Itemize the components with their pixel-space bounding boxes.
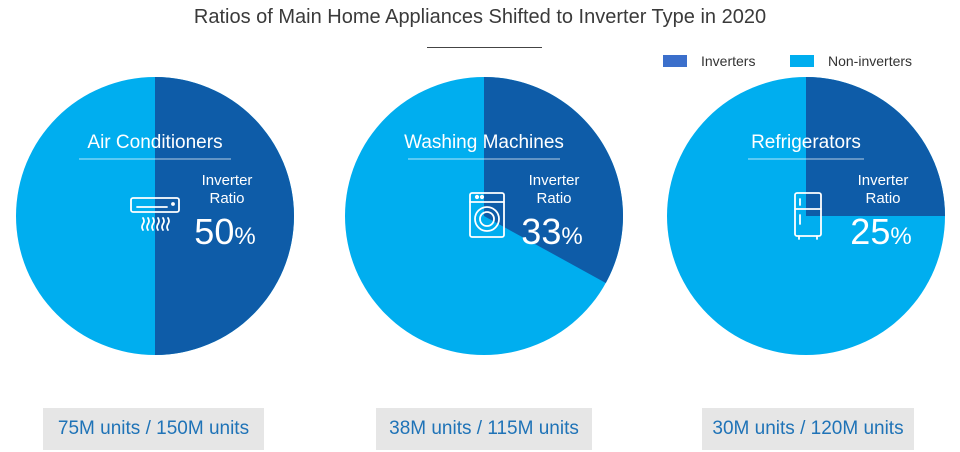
washing-machine-icon [469, 192, 505, 238]
units-caption-air-conditioners: 75M units / 150M units [43, 408, 264, 450]
chart-title: Ratios of Main Home Appliances Shifted t… [193, 6, 767, 28]
pie-slice-inverters [155, 77, 294, 355]
inverter-percent-value: 33% [521, 211, 582, 252]
inverter-ratio-label: Inverter Ratio [858, 172, 909, 207]
legend-item-inverters: Inverters [663, 53, 755, 69]
pie-group-air-conditioners: Air Conditioners Inverter Ratio 50% [16, 77, 294, 355]
title-underline [427, 47, 542, 48]
inverter-ratio-label: Inverter Ratio [202, 172, 253, 207]
pie-slice-inverters [806, 77, 945, 216]
units-caption-refrigerators: 30M units / 120M units [702, 408, 914, 450]
legend-label-non-inverters: Non-inverters [828, 53, 913, 69]
units-caption-washing-machines: 38M units / 115M units [376, 408, 592, 450]
air-conditioner-icon [130, 197, 180, 231]
pie-name-label: Refrigerators [751, 132, 861, 153]
pie-group-washing-machines: Washing Machines Inverter Ratio 33% [345, 77, 624, 355]
legend-label-inverters: Inverters [701, 53, 756, 69]
legend-swatch-non-inverters [790, 55, 814, 67]
inverter-ratio-label: Inverter Ratio [529, 172, 580, 207]
inverter-percent-value: 50% [194, 211, 255, 252]
inverter-percent-value: 25% [850, 211, 911, 252]
pie-name-label: Washing Machines [404, 132, 564, 153]
refrigerator-icon [794, 192, 822, 240]
legend-swatch-inverters [663, 55, 687, 67]
pie-slice-inverters [484, 77, 624, 283]
pie-name-label: Air Conditioners [87, 132, 222, 153]
pie-group-refrigerators: Refrigerators Inverter Ratio 25% [667, 77, 945, 355]
legend-item-non-inverters: Non-inverters [790, 53, 912, 69]
